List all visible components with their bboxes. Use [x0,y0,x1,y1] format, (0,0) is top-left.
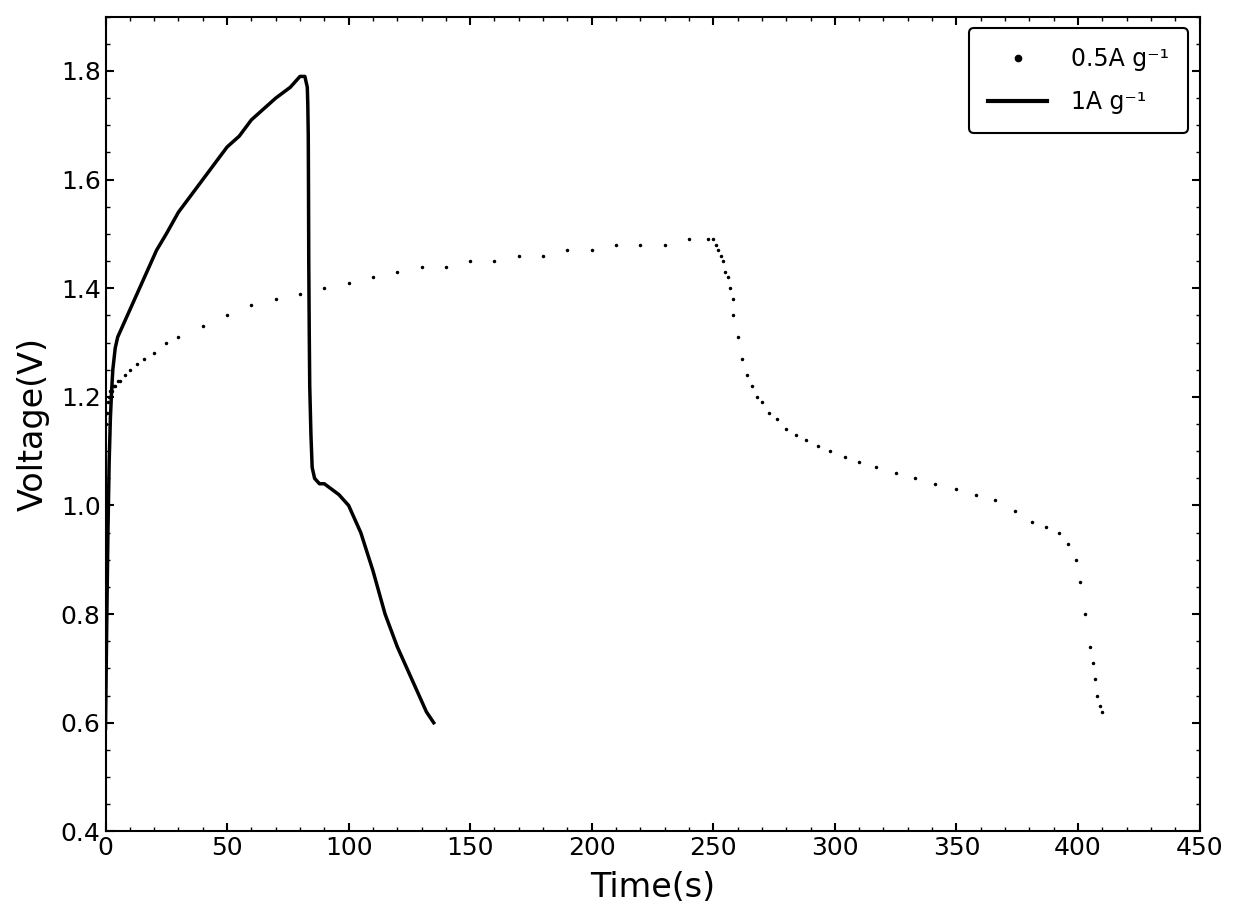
X-axis label: Time(s): Time(s) [590,871,715,904]
Legend: 0.5A g⁻¹, 1A g⁻¹: 0.5A g⁻¹, 1A g⁻¹ [970,29,1188,134]
Y-axis label: Voltage(V): Voltage(V) [16,337,50,511]
